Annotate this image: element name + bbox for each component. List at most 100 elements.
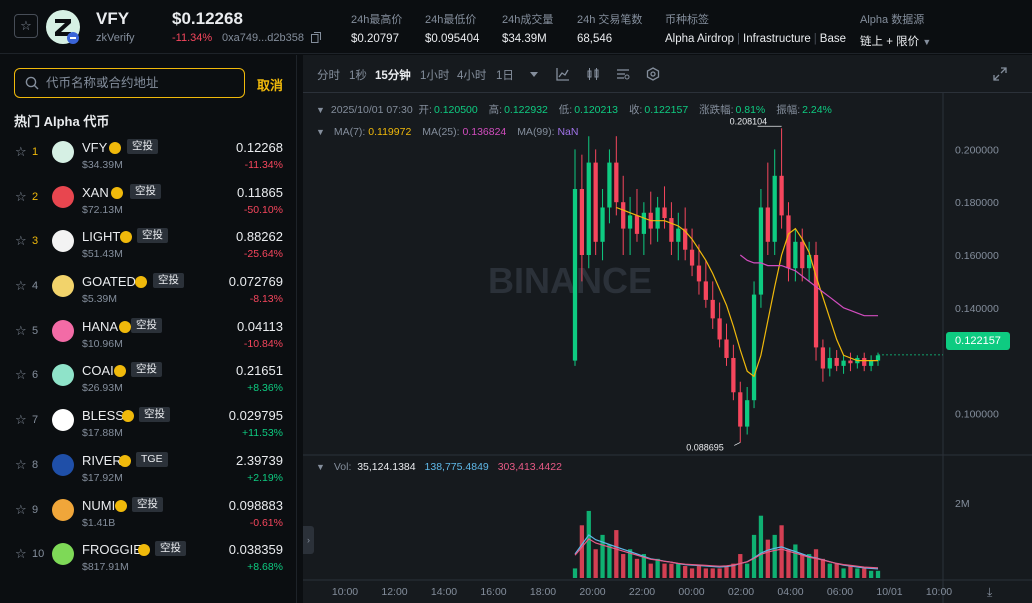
candle-body xyxy=(800,241,805,269)
chart-toolbar: 分时 1秒 15分钟 1小时 4小时 1日 xyxy=(303,55,1032,93)
favorite-star-icon[interactable]: ☆ xyxy=(15,322,27,338)
token-name: zkVerify xyxy=(96,32,135,44)
copy-icon[interactable] xyxy=(311,32,321,43)
timeframe-1h[interactable]: 1小时 xyxy=(420,70,450,82)
token-row[interactable]: ☆ 4 GOATED 空投 $5.39M 0.072769 -8.13% xyxy=(0,269,297,314)
candle-body xyxy=(683,228,688,250)
token-row[interactable]: ☆ 5 HANA 空投 $10.96M 0.04113 -10.84% xyxy=(0,314,297,359)
current-price: $0.12268 xyxy=(172,9,243,28)
tag-alpha-airdrop[interactable]: Alpha Airdrop xyxy=(665,33,735,45)
favorite-star-icon[interactable]: ☆ xyxy=(14,14,38,38)
ohlc-close: 0.122157 xyxy=(644,104,689,116)
favorite-star-icon[interactable]: ☆ xyxy=(15,233,27,249)
volume-bar xyxy=(807,554,812,578)
favorite-star-icon[interactable]: ☆ xyxy=(15,501,27,517)
fullscreen-icon[interactable] xyxy=(993,67,1007,81)
search-input[interactable] xyxy=(46,73,236,93)
token-tag: 空投 xyxy=(139,407,170,423)
volume-bar xyxy=(600,534,605,578)
price-change: -11.34% xyxy=(172,32,213,44)
volume-bar xyxy=(868,570,874,578)
time-tick-label: 10:00 xyxy=(332,586,358,598)
hexagon-settings-icon[interactable] xyxy=(646,67,660,81)
volume-bar xyxy=(765,539,770,578)
favorite-star-icon[interactable]: ☆ xyxy=(15,412,27,428)
tag-base[interactable]: Base xyxy=(819,33,847,45)
favorite-star-icon[interactable]: ☆ xyxy=(15,367,27,383)
volume-bar xyxy=(586,510,591,578)
search-field[interactable] xyxy=(14,68,245,98)
candle-body xyxy=(655,207,660,229)
timeframe-15m[interactable]: 15分钟 xyxy=(375,70,411,82)
search-icon xyxy=(25,76,39,90)
scroll-to-latest-icon[interactable]: ⤓ xyxy=(987,585,993,599)
volume-bar xyxy=(800,554,805,578)
time-tick-label: 12:00 xyxy=(381,586,407,598)
candle-body xyxy=(669,218,674,242)
time-tick-label: 14:00 xyxy=(431,586,457,598)
dropdown-caret-icon[interactable] xyxy=(527,67,541,81)
favorite-star-icon[interactable]: ☆ xyxy=(15,278,27,294)
cancel-button[interactable]: 取消 xyxy=(257,78,284,93)
token-rank: 1 xyxy=(32,146,39,158)
volume-value: 35,124.1384 xyxy=(357,461,416,473)
timeframe-4h[interactable]: 4小时 xyxy=(457,70,487,82)
token-rank: 10 xyxy=(32,548,45,561)
token-change: -0.61% xyxy=(249,516,283,529)
candle-body xyxy=(696,265,702,282)
stat-24h-volume: 24h成交量 $34.39M xyxy=(502,14,554,45)
candle-body xyxy=(779,175,784,216)
token-volume: $51.43M xyxy=(82,248,123,261)
ohlc-open: 0.120500 xyxy=(433,104,478,116)
token-row[interactable]: ☆ 6 COAI 空投 $26.93M 0.21651 +8.36% xyxy=(0,358,297,403)
token-row[interactable]: ☆ 8 RIVER TGE $17.92M 2.39739 +2.19% xyxy=(0,448,297,493)
volume-bar xyxy=(724,566,729,578)
token-change: -50.10% xyxy=(243,203,283,216)
settings-list-icon[interactable] xyxy=(616,67,630,81)
time-tick-label: 10/01 xyxy=(876,586,902,598)
time-tick-label: 02:00 xyxy=(728,586,754,598)
ma99-value: NaN xyxy=(557,126,579,138)
candle-body xyxy=(689,249,695,266)
token-row[interactable]: ☆ 2 XAN 空投 $72.13M 0.11865 -50.10% xyxy=(0,180,297,225)
candle-body xyxy=(579,189,585,255)
volume-bar xyxy=(772,534,777,578)
candle-body xyxy=(745,400,750,427)
timeframe-1s[interactable]: 1秒 xyxy=(349,70,367,82)
token-row[interactable]: ☆ 1 VFY 空投 $34.39M 0.12268 -11.34% xyxy=(0,135,297,180)
token-row[interactable]: ☆ 9 NUMI 空投 $1.41B 0.098883 -0.61% xyxy=(0,493,297,538)
favorite-star-icon[interactable]: ☆ xyxy=(15,188,27,204)
token-change: +11.53% xyxy=(242,427,283,440)
token-name: GOATED xyxy=(82,274,136,290)
token-row[interactable]: ☆ 10 FROGGIE 空投 $817.91M 0.038359 +8.68% xyxy=(0,537,297,582)
token-row[interactable]: ☆ 3 LIGHT 空投 $51.43M 0.88262 -25.64% xyxy=(0,224,297,269)
token-row[interactable]: ☆ 7 BLESS 空投 $17.88M 0.029795 +11.53% xyxy=(0,403,297,448)
favorite-star-icon[interactable]: ☆ xyxy=(15,546,27,562)
timeframe-1d[interactable]: 1日 xyxy=(496,70,514,82)
indicator-icon[interactable] xyxy=(556,67,570,81)
token-name: LIGHT xyxy=(82,229,121,245)
candle-body xyxy=(738,392,743,427)
volume-bar xyxy=(738,554,743,578)
token-name: VFY xyxy=(82,140,108,155)
candlestick-chart[interactable]: BINANCE 0.200000 0.180000 0.160000 0.140000 0… xyxy=(303,93,1032,603)
timeframe-line[interactable]: 分时 xyxy=(317,70,340,82)
tag-infrastructure[interactable]: Infrastructure xyxy=(743,33,811,45)
candle-body xyxy=(593,162,598,242)
data-source-select[interactable]: Alpha 数据源 链上 + 限价 ▼ xyxy=(860,14,932,48)
candle-body xyxy=(607,162,612,208)
watermark: BINANCE xyxy=(488,260,652,301)
favorite-star-icon[interactable]: ☆ xyxy=(15,144,27,159)
token-logo xyxy=(52,319,74,342)
candle-body xyxy=(862,357,867,366)
token-volume: $34.39M xyxy=(82,159,123,171)
token-logo xyxy=(52,141,74,163)
volume-bar xyxy=(813,549,819,578)
volume-bar xyxy=(717,568,722,578)
candle-type-icon[interactable] xyxy=(586,67,600,81)
collapse-panel-button[interactable]: › xyxy=(303,526,314,554)
ohlc-change: 0.81% xyxy=(735,104,766,116)
token-logo xyxy=(52,364,74,387)
token-rank: 2 xyxy=(32,190,39,203)
favorite-star-icon[interactable]: ☆ xyxy=(15,456,27,472)
